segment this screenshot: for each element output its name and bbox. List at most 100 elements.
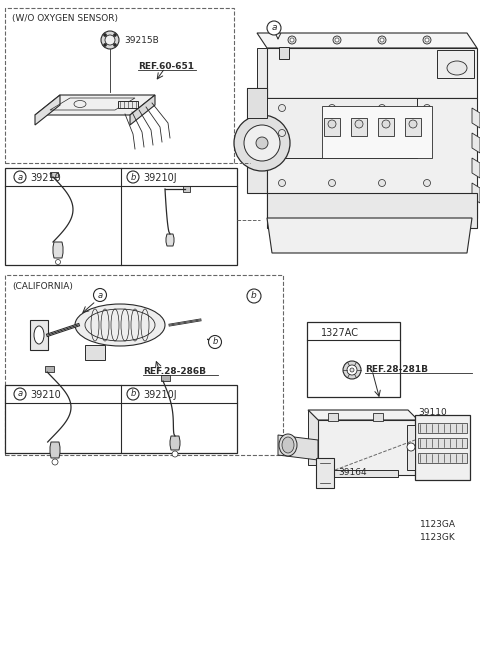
Polygon shape: [257, 48, 267, 88]
Bar: [45, 366, 54, 372]
Circle shape: [423, 130, 431, 136]
Polygon shape: [267, 218, 472, 253]
Text: 39210J: 39210J: [143, 390, 177, 400]
Polygon shape: [30, 320, 48, 350]
Circle shape: [234, 115, 290, 171]
Circle shape: [288, 36, 296, 44]
Circle shape: [247, 289, 261, 303]
Text: 39110: 39110: [418, 408, 447, 417]
Polygon shape: [267, 98, 417, 158]
Text: REF.28-286B: REF.28-286B: [143, 367, 206, 376]
Text: b: b: [251, 291, 257, 301]
Bar: [161, 375, 170, 381]
Bar: [5, 168, 237, 265]
Circle shape: [113, 44, 117, 46]
Text: 1123GK: 1123GK: [420, 533, 456, 542]
Polygon shape: [437, 50, 474, 78]
Polygon shape: [257, 33, 477, 48]
Circle shape: [113, 33, 117, 37]
Polygon shape: [472, 158, 480, 178]
Polygon shape: [35, 95, 60, 125]
Text: REF.60-651: REF.60-651: [138, 62, 194, 71]
Bar: [50, 172, 58, 177]
Circle shape: [328, 179, 336, 186]
Polygon shape: [415, 415, 470, 480]
Text: b: b: [130, 173, 136, 181]
Circle shape: [350, 368, 354, 372]
Text: (CALIFORNIA): (CALIFORNIA): [12, 282, 73, 291]
Circle shape: [335, 38, 339, 42]
Circle shape: [278, 104, 286, 111]
Ellipse shape: [34, 326, 44, 344]
Bar: [183, 186, 190, 192]
Ellipse shape: [282, 437, 294, 453]
Text: REF.28-281B: REF.28-281B: [365, 365, 428, 374]
Ellipse shape: [447, 61, 467, 75]
Circle shape: [382, 120, 390, 128]
Text: b: b: [130, 389, 136, 398]
Circle shape: [328, 104, 336, 111]
Bar: [5, 385, 237, 453]
Circle shape: [267, 21, 281, 35]
Circle shape: [343, 361, 361, 379]
Polygon shape: [407, 425, 415, 470]
Bar: [324, 118, 340, 136]
Text: 1123GA: 1123GA: [420, 520, 456, 529]
Polygon shape: [130, 95, 155, 125]
Polygon shape: [318, 420, 418, 475]
Circle shape: [347, 365, 357, 375]
Polygon shape: [418, 423, 467, 433]
Text: (W/O OXYGEN SENSOR): (W/O OXYGEN SENSOR): [12, 14, 118, 23]
Polygon shape: [408, 430, 433, 460]
Text: a: a: [17, 173, 23, 181]
Circle shape: [256, 137, 268, 149]
Circle shape: [14, 388, 26, 400]
Polygon shape: [418, 453, 467, 463]
Bar: [5, 275, 283, 455]
Text: 1327AC: 1327AC: [321, 328, 359, 338]
Circle shape: [333, 36, 341, 44]
Polygon shape: [85, 345, 105, 360]
Circle shape: [379, 179, 385, 186]
Polygon shape: [472, 133, 480, 153]
Circle shape: [14, 171, 26, 183]
Polygon shape: [267, 193, 477, 228]
Circle shape: [101, 31, 119, 49]
Circle shape: [328, 120, 336, 128]
Bar: [378, 118, 394, 136]
Circle shape: [290, 38, 294, 42]
Text: a: a: [97, 291, 103, 299]
Circle shape: [278, 179, 286, 186]
Polygon shape: [328, 470, 398, 477]
Circle shape: [94, 288, 107, 301]
Circle shape: [423, 36, 431, 44]
Circle shape: [104, 33, 107, 37]
Circle shape: [355, 120, 363, 128]
Polygon shape: [50, 442, 60, 458]
Circle shape: [425, 38, 429, 42]
Circle shape: [172, 451, 178, 457]
Circle shape: [244, 125, 280, 161]
Circle shape: [407, 443, 415, 451]
Circle shape: [104, 44, 107, 46]
Polygon shape: [166, 234, 174, 246]
Bar: [279, 47, 289, 59]
Polygon shape: [247, 88, 267, 193]
Bar: [351, 118, 367, 136]
Polygon shape: [322, 106, 432, 158]
Polygon shape: [308, 410, 318, 465]
Polygon shape: [472, 183, 480, 203]
Bar: [307, 322, 400, 397]
Text: a: a: [271, 23, 277, 33]
Bar: [373, 413, 383, 421]
Circle shape: [105, 35, 115, 45]
Text: b: b: [212, 338, 218, 346]
Bar: [328, 413, 338, 421]
Text: 39210J: 39210J: [143, 173, 177, 183]
Circle shape: [328, 130, 336, 136]
Circle shape: [127, 171, 139, 183]
Circle shape: [278, 130, 286, 136]
Bar: [405, 118, 421, 136]
Circle shape: [208, 336, 221, 349]
Polygon shape: [418, 438, 467, 448]
